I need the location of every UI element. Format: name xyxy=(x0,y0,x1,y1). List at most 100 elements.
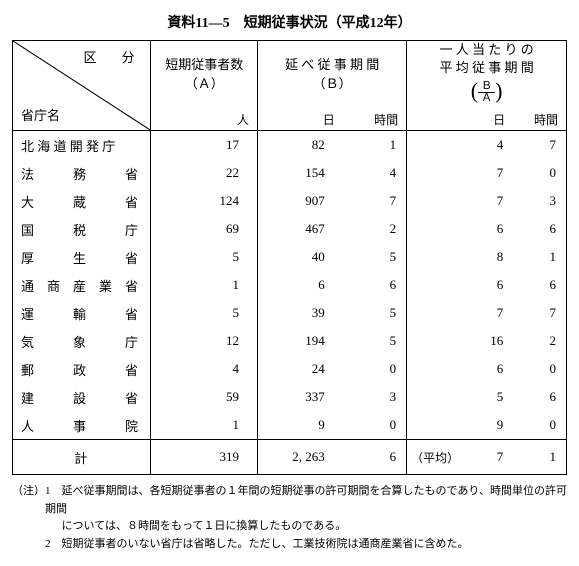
cell-c-h: 7 xyxy=(513,299,566,327)
cell-c-d: 6 xyxy=(460,271,513,299)
cell-a: 1 xyxy=(151,411,258,440)
cell-a: 5 xyxy=(151,299,258,327)
unit-person: 人 xyxy=(151,108,258,131)
cell-b-h: 1 xyxy=(343,131,407,160)
cell-b-h: 4 xyxy=(343,159,407,187)
cell-b-d: 24 xyxy=(258,355,343,383)
cell-a: 17 xyxy=(151,131,258,160)
cell-a: 4 xyxy=(151,355,258,383)
cell-b-d: 194 xyxy=(258,327,343,355)
cell-b-d: 39 xyxy=(258,299,343,327)
cell-c-spacer xyxy=(407,131,460,160)
cell-agency: 通 商 産 業 省 xyxy=(13,271,151,299)
note-lead: （注） xyxy=(12,483,45,553)
header-col-c: 一 人 当 た り の 平 均 従 事 期 間 (ＢＡ) xyxy=(407,41,567,109)
total-c-prefix: （平均） xyxy=(407,440,460,475)
cell-a: 69 xyxy=(151,215,258,243)
header-col-a-l2: （Ａ） xyxy=(151,75,257,93)
cell-c-spacer xyxy=(407,383,460,411)
cell-b-d: 467 xyxy=(258,215,343,243)
cell-c-d: 7 xyxy=(460,187,513,215)
cell-c-h: 7 xyxy=(513,131,566,160)
cell-agency: 大 蔵 省 xyxy=(13,187,151,215)
cell-c-d: 9 xyxy=(460,411,513,440)
document-title: 資料11―5 短期従事状況（平成12年） xyxy=(12,12,567,32)
table-row: 通 商 産 業 省16666 xyxy=(13,271,567,299)
cell-b-d: 9 xyxy=(258,411,343,440)
table-row: 大 蔵 省124907773 xyxy=(13,187,567,215)
cell-c-h: 6 xyxy=(513,271,566,299)
note-1a: 1 延べ従事期間は、各短期従事者の１年間の短期従事の許可期間を合算したものであり… xyxy=(45,483,567,518)
cell-a: 12 xyxy=(151,327,258,355)
cell-a: 124 xyxy=(151,187,258,215)
unit-day-c: 日 xyxy=(460,108,513,131)
cell-b-d: 154 xyxy=(258,159,343,187)
cell-c-d: 7 xyxy=(460,299,513,327)
header-col-a: 短期従事者数 （Ａ） xyxy=(151,41,258,109)
cell-c-spacer xyxy=(407,215,460,243)
cell-c-spacer xyxy=(407,411,460,440)
header-col-b-l1: 延 べ 従 事 期 間 xyxy=(258,56,406,74)
cell-c-d: 7 xyxy=(460,159,513,187)
cell-agency: 人 事 院 xyxy=(13,411,151,440)
cell-a: 59 xyxy=(151,383,258,411)
cell-b-h: 5 xyxy=(343,327,407,355)
cell-b-h: 0 xyxy=(343,355,407,383)
header-col-a-l1: 短期従事者数 xyxy=(151,56,257,74)
cell-c-h: 2 xyxy=(513,327,566,355)
unit-hour-c: 時間 xyxy=(513,108,566,131)
cell-c-d: 4 xyxy=(460,131,513,160)
cell-c-h: 6 xyxy=(513,383,566,411)
cell-agency: 運 輸 省 xyxy=(13,299,151,327)
cell-c-h: 1 xyxy=(513,243,566,271)
cell-b-d: 82 xyxy=(258,131,343,160)
data-table: 区 分 省庁名 短期従事者数 （Ａ） 延 べ 従 事 期 間 （Ｂ） 一 人 当… xyxy=(12,40,567,475)
cell-c-spacer xyxy=(407,243,460,271)
note-2: 2 短期従事者のいない省庁は省略した。ただし、工業技術院は通商産業省に含めた。 xyxy=(45,536,567,554)
table-row: 法 務 省22154470 xyxy=(13,159,567,187)
cell-b-d: 6 xyxy=(258,271,343,299)
cell-a: 1 xyxy=(151,271,258,299)
frac-bot: Ａ xyxy=(478,93,495,104)
cell-agency: 法 務 省 xyxy=(13,159,151,187)
cell-b-h: 6 xyxy=(343,271,407,299)
unit-spacer xyxy=(407,108,460,131)
header-col-b: 延 べ 従 事 期 間 （Ｂ） xyxy=(258,41,407,109)
header-col-c-frac: (ＢＡ) xyxy=(407,77,566,108)
cell-c-d: 16 xyxy=(460,327,513,355)
cell-c-spacer xyxy=(407,299,460,327)
cell-c-d: 5 xyxy=(460,383,513,411)
cell-agency: 郵 政 省 xyxy=(13,355,151,383)
header-col-b-l2: （Ｂ） xyxy=(258,75,406,93)
header-col-c-l2: 平 均 従 事 期 間 xyxy=(407,59,566,77)
cell-agency: 厚 生 省 xyxy=(13,243,151,271)
cell-c-d: 6 xyxy=(460,215,513,243)
cell-agency: 気 象 庁 xyxy=(13,327,151,355)
cell-c-spacer xyxy=(407,327,460,355)
total-c-h: 1 xyxy=(513,440,566,475)
cell-c-spacer xyxy=(407,159,460,187)
cell-b-h: 7 xyxy=(343,187,407,215)
header-col-c-l1: 一 人 当 た り の xyxy=(407,41,566,59)
cell-c-spacer xyxy=(407,355,460,383)
header-agency-label: 省庁名 xyxy=(21,105,60,124)
cell-b-h: 0 xyxy=(343,411,407,440)
cell-b-h: 5 xyxy=(343,299,407,327)
cell-c-d: 6 xyxy=(460,355,513,383)
table-row: 人 事 院19090 xyxy=(13,411,567,440)
header-diagonal-cell: 区 分 省庁名 xyxy=(13,41,151,131)
cell-b-h: 2 xyxy=(343,215,407,243)
cell-b-d: 40 xyxy=(258,243,343,271)
cell-b-h: 3 xyxy=(343,383,407,411)
table-row: 厚 生 省540581 xyxy=(13,243,567,271)
cell-c-h: 0 xyxy=(513,411,566,440)
cell-agency: 建 設 省 xyxy=(13,383,151,411)
table-row: 北 海 道 開 発 庁17821 47 xyxy=(13,131,567,160)
total-b-h: 6 xyxy=(343,440,407,475)
total-label: 計 xyxy=(13,440,151,475)
total-b-d: 2, 263 xyxy=(258,440,343,475)
table-row: 国 税 庁69467266 xyxy=(13,215,567,243)
total-a: 319 xyxy=(151,440,258,475)
footnotes: （注） 1 延べ従事期間は、各短期従事者の１年間の短期従事の許可期間を合算したも… xyxy=(12,483,567,553)
cell-agency: 北 海 道 開 発 庁 xyxy=(13,131,151,160)
